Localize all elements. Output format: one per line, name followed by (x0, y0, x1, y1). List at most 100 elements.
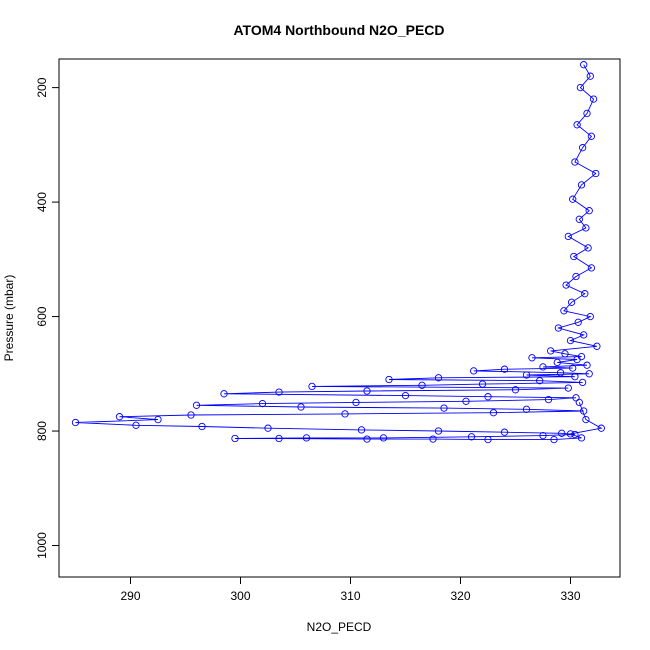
data-point (302, 434, 311, 442)
data-point (198, 422, 206, 431)
data-point (573, 355, 581, 364)
data-point (434, 374, 443, 382)
data-point (357, 426, 366, 434)
data-point (484, 435, 492, 444)
data-point (511, 386, 520, 394)
data-point (489, 409, 498, 417)
data-point (132, 421, 140, 429)
data-point (544, 395, 553, 404)
data-point (470, 367, 478, 375)
plot-frame (58, 58, 621, 578)
y-axis-label: Pressure (mbar) (2, 275, 16, 362)
data-point (462, 397, 470, 405)
data-point (522, 405, 531, 413)
data-point (571, 430, 579, 439)
data-point (500, 365, 509, 373)
data-point (566, 336, 575, 345)
data-point (566, 430, 575, 438)
data-point (275, 388, 283, 396)
data-point (560, 307, 568, 315)
data-point (363, 387, 371, 395)
data-point (440, 404, 448, 412)
x-tick-label: 300 (230, 589, 250, 603)
data-point (584, 244, 592, 252)
data-point (528, 354, 536, 362)
data-point (587, 132, 596, 140)
data-point (564, 384, 572, 392)
data-point (434, 427, 443, 435)
data-point (581, 290, 589, 298)
data-point (574, 318, 582, 326)
data-point (586, 312, 594, 321)
data-point (539, 363, 547, 371)
data-point (575, 398, 583, 407)
data-point (478, 380, 487, 388)
data-point (385, 375, 393, 384)
data-point (585, 370, 593, 378)
data-point (578, 144, 587, 152)
data-point (572, 272, 580, 281)
data-point (567, 298, 576, 306)
data-point (593, 342, 601, 350)
data-point (275, 434, 283, 443)
x-tick-label: 330 (560, 589, 580, 603)
data-point (592, 169, 600, 178)
chart-title: ATOM4 Northbound N2O_PECD (233, 22, 444, 38)
data-point (580, 61, 588, 69)
x-tick-label: 320 (450, 589, 470, 603)
data-point (569, 364, 577, 372)
data-point (547, 347, 555, 355)
data-point (550, 435, 558, 444)
data-point (577, 181, 586, 189)
data-point (573, 121, 581, 129)
data-point (558, 429, 566, 437)
data-point (264, 424, 272, 432)
data-point (379, 434, 388, 442)
y-tick-label: 800 (35, 421, 49, 441)
data-point (401, 391, 410, 400)
data-point (589, 95, 598, 103)
data-point (554, 324, 563, 332)
data-point (571, 373, 579, 381)
plot-area (71, 61, 605, 444)
y-axis: 200 400 600 800 1000 (35, 77, 60, 559)
data-point (341, 410, 349, 418)
data-point (115, 413, 124, 421)
data-point (154, 415, 162, 424)
data-point (576, 83, 585, 92)
data-point (585, 207, 593, 215)
data-point (597, 424, 605, 432)
data-point (220, 390, 228, 398)
data-point (500, 428, 509, 436)
y-tick-label: 600 (35, 306, 49, 326)
data-point (352, 398, 360, 407)
data-point (71, 418, 80, 427)
x-axis: 290 300 310 320 330 (120, 576, 581, 603)
data-point (564, 232, 572, 241)
data-point (484, 393, 492, 401)
data-point (539, 431, 547, 440)
data-point (561, 350, 569, 358)
x-axis-label: N2O_PECD (307, 620, 372, 634)
data-point (258, 399, 267, 408)
y-tick-label: 200 (35, 77, 49, 97)
data-point (308, 382, 316, 391)
data-point (429, 435, 437, 443)
data-point (570, 252, 578, 261)
data-point (580, 407, 588, 415)
data-point (582, 224, 590, 232)
data-point (571, 158, 579, 166)
data-point (562, 281, 570, 289)
data-point (556, 369, 565, 377)
data-point (577, 434, 586, 442)
data-point (418, 381, 426, 389)
data-point (575, 215, 583, 223)
x-tick-label: 310 (340, 589, 360, 603)
data-point (536, 377, 544, 385)
data-point (187, 411, 195, 419)
data-point (587, 264, 596, 272)
data-point (580, 331, 588, 339)
data-point (297, 403, 305, 411)
data-point (583, 109, 591, 118)
